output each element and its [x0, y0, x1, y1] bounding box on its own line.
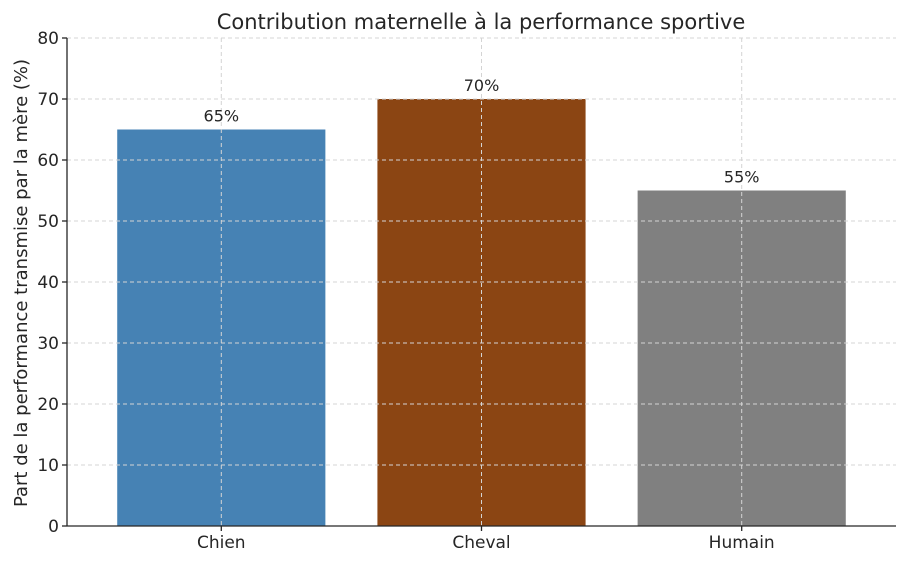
- x-tick-label: Humain: [709, 533, 775, 553]
- y-tick-label: 30: [37, 334, 59, 354]
- chart-title: Contribution maternelle à la performance…: [217, 10, 746, 34]
- data-label: 70%: [464, 76, 500, 95]
- x-tick-label: Chien: [197, 533, 246, 553]
- y-tick-label: 70: [37, 90, 59, 110]
- bar-humain: [637, 190, 846, 526]
- y-tick-label: 60: [37, 151, 59, 171]
- x-tick-label: Cheval: [452, 533, 510, 553]
- data-labels: 65% 70% 55%: [204, 76, 760, 187]
- y-tick-label: 10: [37, 456, 59, 476]
- tick-labels: 0 10 20 30 40 50 60 70 80 Chien Cheval Humain: [37, 29, 774, 553]
- y-tick-label: 0: [48, 517, 59, 537]
- y-axis-label: Part de la performance transmise par la …: [11, 59, 32, 507]
- y-tick-label: 40: [37, 273, 59, 293]
- axes: [62, 37, 896, 531]
- y-tick-label: 20: [37, 395, 59, 415]
- y-tick-label: 80: [37, 29, 59, 49]
- y-tick-label: 50: [37, 212, 59, 232]
- data-label: 55%: [724, 168, 760, 187]
- data-label: 65%: [204, 107, 240, 126]
